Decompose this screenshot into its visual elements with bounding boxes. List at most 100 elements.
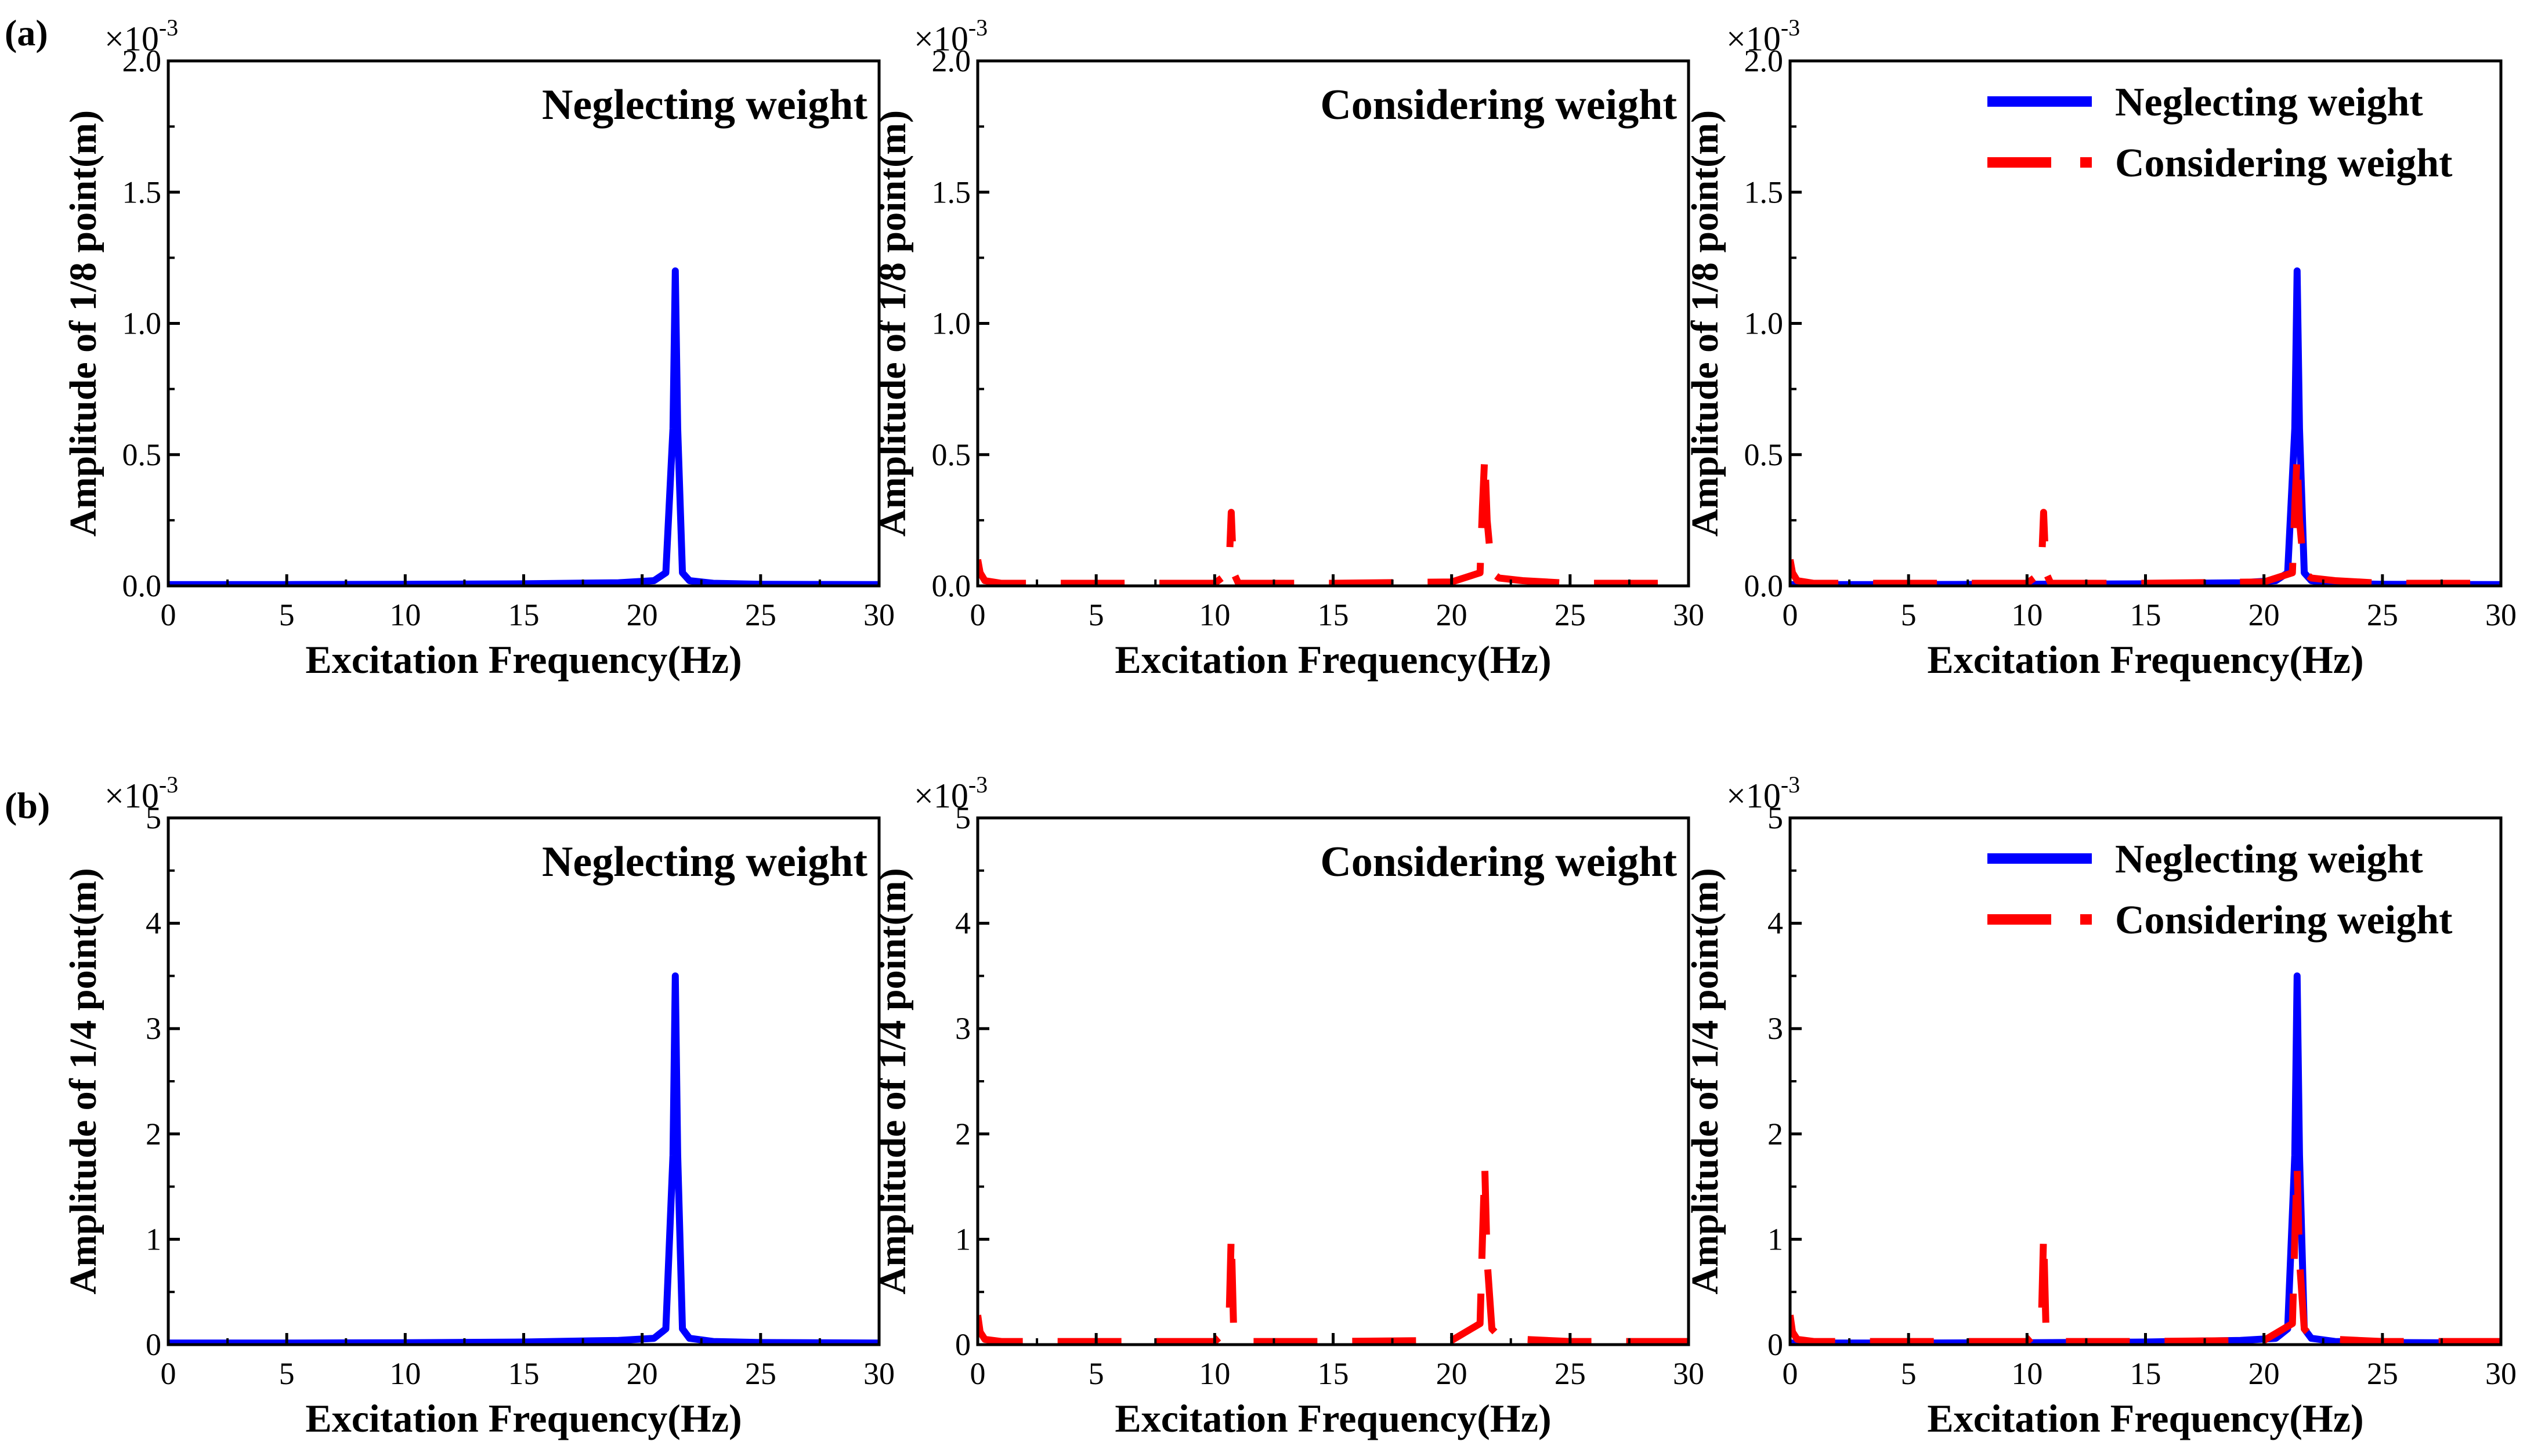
x-axis-label: Excitation Frequency(Hz) (305, 638, 742, 682)
y-tick-label: 5 (1767, 801, 1783, 835)
series-line-neglecting-weight (1790, 267, 2501, 586)
x-tick-label: 0 (1783, 597, 1798, 632)
y-scale-multiplier: ×10-3 (1726, 15, 1800, 58)
y-axis-label: Amplitude of 1/8 point(m) (1684, 110, 1726, 537)
y-tick-label: 3 (146, 1011, 161, 1046)
y-axis-label: Amplitude of 1/8 point(m) (62, 110, 104, 537)
y-tick-label: 4 (1767, 906, 1783, 941)
x-tick-label: 10 (389, 597, 421, 632)
x-tick-label: 5 (279, 597, 295, 632)
y-tick-label: 3 (955, 1011, 971, 1046)
x-axis-label: Excitation Frequency(Hz) (1927, 1396, 2363, 1440)
x-tick-label: 20 (627, 1356, 658, 1391)
y-tick-label: 4 (955, 906, 971, 941)
x-tick-label: 15 (508, 597, 540, 632)
y-tick-label: 5 (955, 801, 971, 835)
y-tick-label: 0.5 (932, 437, 971, 472)
plot-frame (1788, 59, 2503, 588)
plot-series-group (1790, 267, 2501, 586)
y-tick-label: 5 (146, 801, 161, 835)
chart-panel-5: 0 5 10 15 20 25 30 0 1 2 3 4 5 Excitation Frequency(H… (872, 772, 1704, 1440)
panel-title: Considering weight (1320, 81, 1677, 129)
legend-label-considering-weight: Considering weight (2115, 898, 2452, 943)
plot-frame (976, 59, 1690, 588)
y-tick-label: 2.0 (122, 44, 162, 78)
series-line-considering-weight (978, 1162, 1689, 1345)
y-tick-label: 1 (955, 1222, 971, 1256)
x-tick-label: 30 (2485, 1356, 2517, 1391)
panel-title: Considering weight (1320, 838, 1677, 886)
y-scale-multiplier: ×10-3 (1726, 772, 1800, 815)
x-tick-label: 25 (1555, 1356, 1586, 1391)
y-tick-label: 1.5 (932, 175, 971, 209)
x-tick-label: 10 (2011, 1356, 2042, 1391)
x-axis-label: Excitation Frequency(Hz) (1115, 638, 1551, 682)
x-tick-label: 0 (1783, 1356, 1798, 1391)
x-tick-label: 15 (1318, 597, 1349, 632)
x-tick-label: 0 (970, 597, 986, 632)
y-tick-label: 2.0 (1744, 44, 1784, 78)
y-tick-label: 2 (1767, 1117, 1783, 1151)
x-tick-label: 25 (2367, 1356, 2398, 1391)
x-tick-label: 25 (1555, 597, 1586, 632)
x-axis-label: Excitation Frequency(Hz) (305, 1396, 742, 1440)
x-tick-label: 5 (279, 1356, 295, 1391)
y-tick-label: 0 (146, 1327, 161, 1362)
y-tick-label: 2 (955, 1117, 971, 1151)
legend-label-neglecting-weight: Neglecting weight (2115, 80, 2423, 125)
plot-series-group (978, 1162, 1689, 1345)
x-tick-label: 20 (2248, 597, 2280, 632)
y-tick-label: 0.0 (932, 568, 971, 603)
legend: Neglecting weight Considering weight (1987, 80, 2452, 186)
chart-panel-4: 0 5 10 15 20 25 30 0 1 2 3 4 5 Excitation Frequency(H… (62, 772, 895, 1440)
plot-series-group (168, 267, 879, 586)
x-tick-label: 15 (1318, 1356, 1349, 1391)
y-tick-label: 2 (146, 1117, 161, 1151)
y-tick-label: 0.5 (1744, 437, 1784, 472)
x-tick-label: 25 (2367, 597, 2398, 632)
x-tick-label: 20 (2248, 1356, 2280, 1391)
y-axis-label: Amplitude of 1/4 point(m) (62, 868, 104, 1294)
x-tick-label: 15 (2130, 1356, 2161, 1391)
x-tick-label: 20 (627, 597, 658, 632)
x-tick-label: 5 (1901, 597, 1917, 632)
y-tick-label: 4 (146, 906, 161, 941)
x-tick-label: 0 (161, 1356, 176, 1391)
y-tick-label: 0.5 (122, 437, 162, 472)
x-tick-label: 0 (970, 1356, 986, 1391)
x-axis-label: Excitation Frequency(Hz) (1115, 1396, 1551, 1440)
x-tick-label: 25 (745, 597, 776, 632)
y-tick-label: 0 (955, 1327, 971, 1362)
plot-frame (976, 816, 1690, 1346)
x-tick-label: 20 (1436, 597, 1467, 632)
y-tick-label: 0 (1767, 1327, 1783, 1362)
y-scale-multiplier: ×10-3 (104, 15, 178, 58)
y-tick-label: 0.0 (122, 568, 162, 603)
x-tick-label: 30 (863, 597, 895, 632)
row-label-a: (a) (5, 12, 48, 53)
chart-panel-2: 0 5 10 15 20 25 30 0.0 0.5 1.0 1.5 2.0 Excitation Fr… (872, 15, 1704, 682)
x-tick-label: 30 (1673, 597, 1704, 632)
plot-series-group (168, 972, 879, 1345)
plot-frame (1788, 816, 2503, 1346)
x-tick-label: 0 (161, 597, 176, 632)
chart-panel-6: 0 5 10 15 20 25 30 0 1 2 3 4 5 Excitation Frequency(H… (1684, 772, 2517, 1440)
y-scale-multiplier: ×10-3 (104, 772, 178, 815)
y-tick-label: 1.0 (122, 306, 162, 341)
y-axis-label: Amplitude of 1/4 point(m) (872, 868, 914, 1294)
panel-title: Neglecting weight (542, 838, 867, 886)
y-tick-label: 1.5 (1744, 175, 1784, 209)
x-tick-label: 20 (1436, 1356, 1467, 1391)
legend-label-considering-weight: Considering weight (2115, 141, 2452, 186)
series-line-neglecting-weight (168, 972, 879, 1345)
x-tick-label: 10 (389, 1356, 421, 1391)
x-tick-label: 10 (1199, 1356, 1230, 1391)
legend: Neglecting weight Considering weight (1987, 837, 2452, 943)
legend-label-neglecting-weight: Neglecting weight (2115, 837, 2423, 882)
y-tick-label: 1 (146, 1222, 161, 1256)
x-tick-label: 30 (2485, 597, 2517, 632)
y-tick-label: 0.0 (1744, 568, 1784, 603)
y-tick-label: 1.0 (932, 306, 971, 341)
x-tick-label: 10 (2011, 597, 2042, 632)
series-line-considering-weight (1790, 1162, 2501, 1345)
